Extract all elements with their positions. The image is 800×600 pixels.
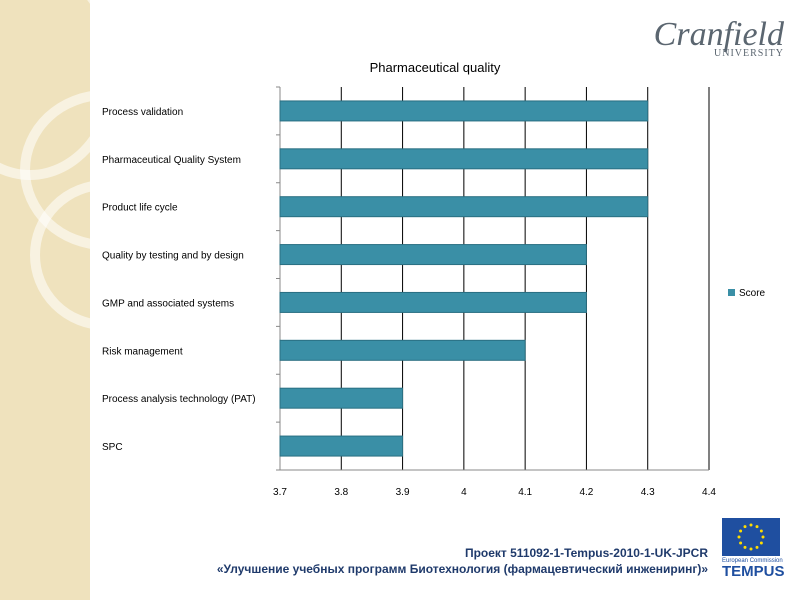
x-tick-label: 3.7 [273, 487, 287, 498]
category-label: GMP and associated systems [102, 298, 234, 309]
category-label: Process validation [102, 107, 183, 118]
logo-sub: UNIVERSITY [714, 48, 784, 59]
x-tick-label: 3.8 [334, 487, 348, 498]
star-icon [739, 529, 743, 533]
footer-title: «Улучшение учебных программ Биотехнологи… [216, 562, 708, 576]
category-label: Product life cycle [102, 203, 178, 214]
x-tick-label: 4 [461, 487, 467, 498]
bar [279, 244, 587, 266]
star-icon [755, 525, 759, 529]
x-tick-label: 4.2 [579, 487, 593, 498]
bar [279, 196, 649, 218]
tempus-small: European Commission [722, 558, 783, 564]
category-label: Quality by testing and by design [102, 251, 244, 262]
legend-label: Score [739, 288, 766, 299]
decorative-sidebar [0, 0, 90, 600]
logo-name: Cranfield [653, 16, 784, 53]
x-tick-label: 4.3 [641, 487, 655, 498]
tempus-big: TEMPUS [722, 563, 785, 580]
star-icon [759, 529, 763, 533]
star-icon [737, 535, 741, 539]
category-label: Process analysis technology (PAT) [102, 394, 256, 405]
star-icon [739, 541, 743, 545]
bar [279, 387, 404, 409]
cranfield-logo: Cranfield UNIVERSITY [653, 16, 784, 60]
bar [279, 100, 649, 122]
star-icon [743, 525, 747, 529]
star-icon [761, 535, 765, 539]
chart-title: Pharmaceutical quality [369, 60, 501, 75]
star-icon [755, 545, 759, 549]
star-icon [749, 523, 753, 527]
footer-project: Проект 511092-1-Tempus-2010-1-UK-JPCR [464, 546, 708, 560]
eu-flag-icon [722, 518, 780, 556]
star-icon [749, 547, 753, 551]
bar [279, 291, 587, 313]
category-label: Pharmaceutical Quality System [102, 155, 241, 166]
bar [279, 339, 526, 361]
category-label: Risk management [102, 346, 183, 357]
bar [279, 148, 649, 170]
star-icon [743, 545, 747, 549]
legend-swatch [728, 289, 735, 296]
x-tick-label: 4.1 [518, 487, 532, 498]
bar [279, 435, 404, 457]
x-tick-label: 4.4 [702, 487, 716, 498]
star-icon [759, 541, 763, 545]
x-tick-label: 3.9 [396, 487, 410, 498]
category-label: SPC [102, 442, 123, 453]
tempus-logo: European Commission TEMPUS [722, 518, 785, 580]
